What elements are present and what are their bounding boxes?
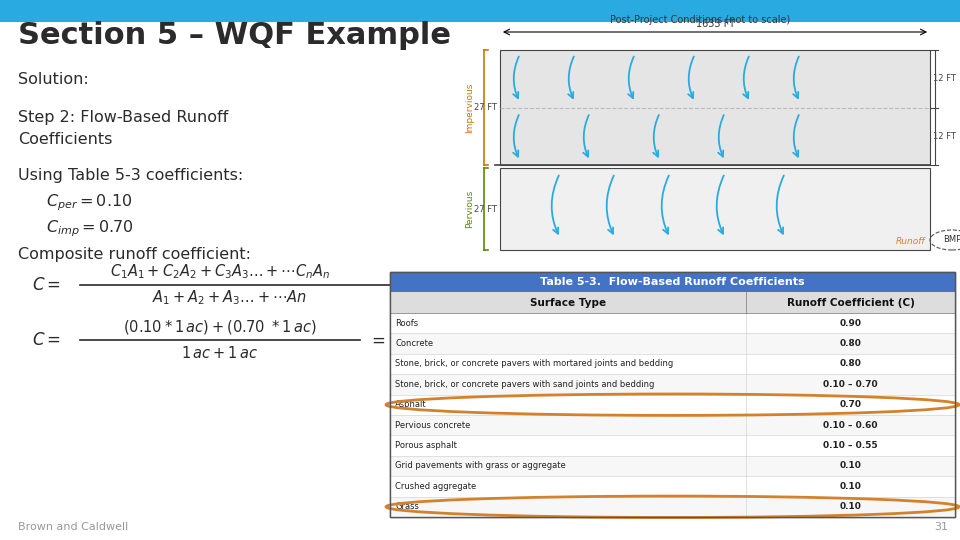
- Text: BMP: BMP: [943, 235, 960, 245]
- Text: 31: 31: [934, 522, 948, 532]
- Text: Crushed aggregate: Crushed aggregate: [395, 482, 476, 491]
- Text: Table 5-3.  Flow-Based Runoff Coefficients: Table 5-3. Flow-Based Runoff Coefficient…: [540, 277, 804, 287]
- Bar: [390, 272, 955, 517]
- Text: Step 2: Flow-Based Runoff
Coefficients: Step 2: Flow-Based Runoff Coefficients: [18, 110, 228, 147]
- Text: 1633 FT: 1633 FT: [695, 19, 734, 29]
- Text: $C_{per} = 0.10$: $C_{per} = 0.10$: [46, 192, 132, 213]
- Text: $C_{imp} = 0.70$: $C_{imp} = 0.70$: [46, 218, 133, 239]
- Text: Porous asphalt: Porous asphalt: [395, 441, 457, 450]
- Text: 0.80: 0.80: [840, 339, 861, 348]
- Text: Pervious: Pervious: [466, 190, 474, 228]
- Bar: [390, 395, 955, 415]
- Text: $C = $: $C = $: [32, 331, 61, 349]
- Text: Solution:: Solution:: [18, 72, 88, 87]
- Bar: [390, 293, 955, 313]
- Bar: [390, 415, 955, 435]
- Text: $C = $: $C = $: [32, 276, 61, 294]
- Text: $C_1 A_1 + C_2 A_2 + C_3 A_3 \ldots + \cdots C_n A_n$: $C_1 A_1 + C_2 A_2 + C_3 A_3 \ldots + \c…: [109, 262, 330, 281]
- Text: $1\,ac + 1\,ac$: $1\,ac + 1\,ac$: [181, 345, 258, 361]
- Text: 27 FT: 27 FT: [474, 103, 497, 112]
- Text: 0.10: 0.10: [840, 462, 861, 470]
- Bar: [390, 354, 955, 374]
- Bar: [390, 476, 955, 497]
- Bar: [0, 0, 960, 22]
- Text: 12 FT: 12 FT: [933, 132, 956, 141]
- Bar: [500, 168, 930, 250]
- Text: 12 FT: 12 FT: [933, 74, 956, 83]
- Text: Composite runoff coefficient:: Composite runoff coefficient:: [18, 247, 251, 262]
- Text: 0.90: 0.90: [839, 319, 861, 328]
- Bar: [390, 313, 955, 333]
- Bar: [390, 333, 955, 354]
- Text: 0.80: 0.80: [840, 360, 861, 368]
- Text: Concrete: Concrete: [395, 339, 433, 348]
- Text: Runoff Coefficient (C): Runoff Coefficient (C): [786, 298, 915, 308]
- Text: Runoff: Runoff: [896, 237, 925, 246]
- Text: Section 5 – WQF Example: Section 5 – WQF Example: [18, 21, 451, 50]
- Text: 0.10: 0.10: [840, 502, 861, 511]
- Text: 0.10 – 0.70: 0.10 – 0.70: [823, 380, 877, 389]
- Text: 0.10 – 0.55: 0.10 – 0.55: [823, 441, 877, 450]
- Text: $=$: $=$: [368, 331, 385, 349]
- Text: 27 FT: 27 FT: [474, 205, 497, 213]
- Text: 0.10 – 0.60: 0.10 – 0.60: [824, 421, 877, 430]
- Text: Pervious concrete: Pervious concrete: [395, 421, 470, 430]
- Text: Using Table 5-3 coefficients:: Using Table 5-3 coefficients:: [18, 168, 243, 183]
- Text: Stone, brick, or concrete pavers with sand joints and bedding: Stone, brick, or concrete pavers with sa…: [395, 380, 655, 389]
- Text: Roofs: Roofs: [395, 319, 419, 328]
- Bar: [390, 435, 955, 456]
- Bar: [390, 374, 955, 395]
- Text: 0.70: 0.70: [839, 400, 861, 409]
- Text: Post-Project Conditions (not to scale): Post-Project Conditions (not to scale): [610, 15, 790, 25]
- Text: $(0.10 * 1\,ac) + (0.70\ * 1\,ac)$: $(0.10 * 1\,ac) + (0.70\ * 1\,ac)$: [123, 318, 317, 336]
- Text: Grass: Grass: [395, 502, 419, 511]
- Text: Grid pavements with grass or aggregate: Grid pavements with grass or aggregate: [395, 462, 565, 470]
- Text: $A_1 + A_2 + A_3 \ldots + \cdots An$: $A_1 + A_2 + A_3 \ldots + \cdots An$: [153, 289, 307, 307]
- Bar: [390, 272, 955, 517]
- Bar: [390, 272, 955, 293]
- Text: Brown and Caldwell: Brown and Caldwell: [18, 522, 129, 532]
- Bar: [500, 50, 930, 165]
- Text: 0.10: 0.10: [840, 482, 861, 491]
- Bar: [390, 497, 955, 517]
- Bar: [440, 10, 960, 265]
- Text: Surface Type: Surface Type: [530, 298, 606, 308]
- Text: Impervious: Impervious: [466, 82, 474, 133]
- Bar: [390, 456, 955, 476]
- Text: Stone, brick, or concrete pavers with mortared joints and bedding: Stone, brick, or concrete pavers with mo…: [395, 360, 673, 368]
- Text: Asphalt: Asphalt: [395, 400, 426, 409]
